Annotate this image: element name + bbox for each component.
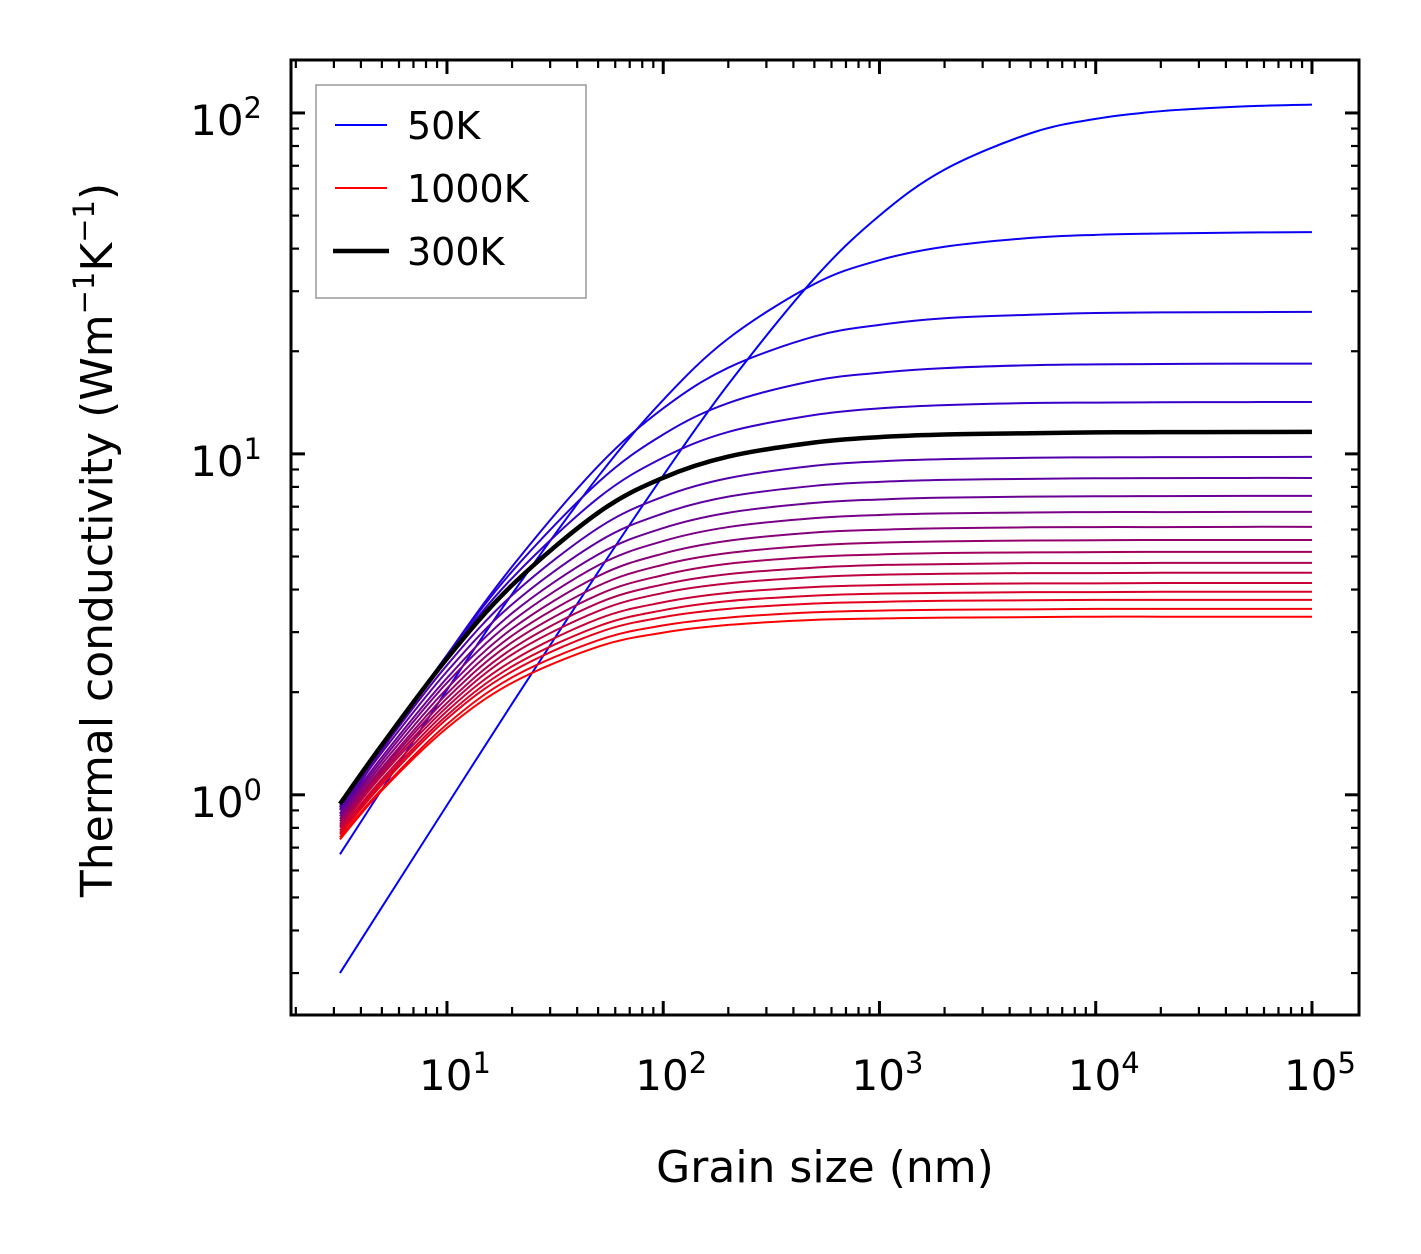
legend: 50K 1000K 300K [315, 84, 587, 299]
series-layer [338, 103, 1312, 974]
y-tick-labels: 100 101 102 [190, 91, 262, 827]
x-tick-labels: 101 102 103 104 105 [419, 1046, 1356, 1100]
series-line-500k [339, 510, 1312, 817]
x-tick-label: 104 [1068, 1046, 1140, 1100]
plot-frame [289, 58, 1361, 1017]
series-line-800k [339, 582, 1312, 832]
series-line-750k [339, 571, 1312, 829]
series-line-450k [339, 494, 1312, 815]
x-tick-label: 101 [419, 1046, 491, 1100]
series-line-650k [339, 550, 1312, 825]
y-tick-label: 102 [190, 91, 262, 145]
series-line-600k [339, 538, 1312, 822]
legend-label-1000k: 1000K [407, 167, 530, 211]
x-axis-title: Grain size (nm) [656, 1142, 994, 1193]
x-tick-label: 103 [852, 1046, 924, 1100]
legend-label-300k: 300K [407, 230, 506, 274]
series-line-350k [339, 455, 1312, 808]
y-tick-label: 100 [190, 773, 262, 827]
series-line-1000k [339, 615, 1312, 841]
y-tick-label: 101 [190, 432, 262, 486]
series-line-850k [339, 590, 1312, 834]
series-line-900k [339, 598, 1312, 836]
series-line-50k [339, 103, 1312, 974]
legend-box [315, 84, 587, 299]
series-line-200k [339, 362, 1312, 810]
y-axis-title: Thermal conductivity (Wm−1K−1) [67, 183, 123, 898]
x-tick-label: 102 [635, 1046, 707, 1100]
series-line-950k [339, 607, 1312, 838]
series-line-300k [338, 429, 1312, 806]
series-line-700k [339, 561, 1312, 827]
series-line-550k [339, 525, 1312, 820]
series-line-400k [339, 476, 1312, 811]
legend-label-50k: 50K [407, 104, 481, 148]
x-tick-label: 105 [1284, 1046, 1356, 1100]
